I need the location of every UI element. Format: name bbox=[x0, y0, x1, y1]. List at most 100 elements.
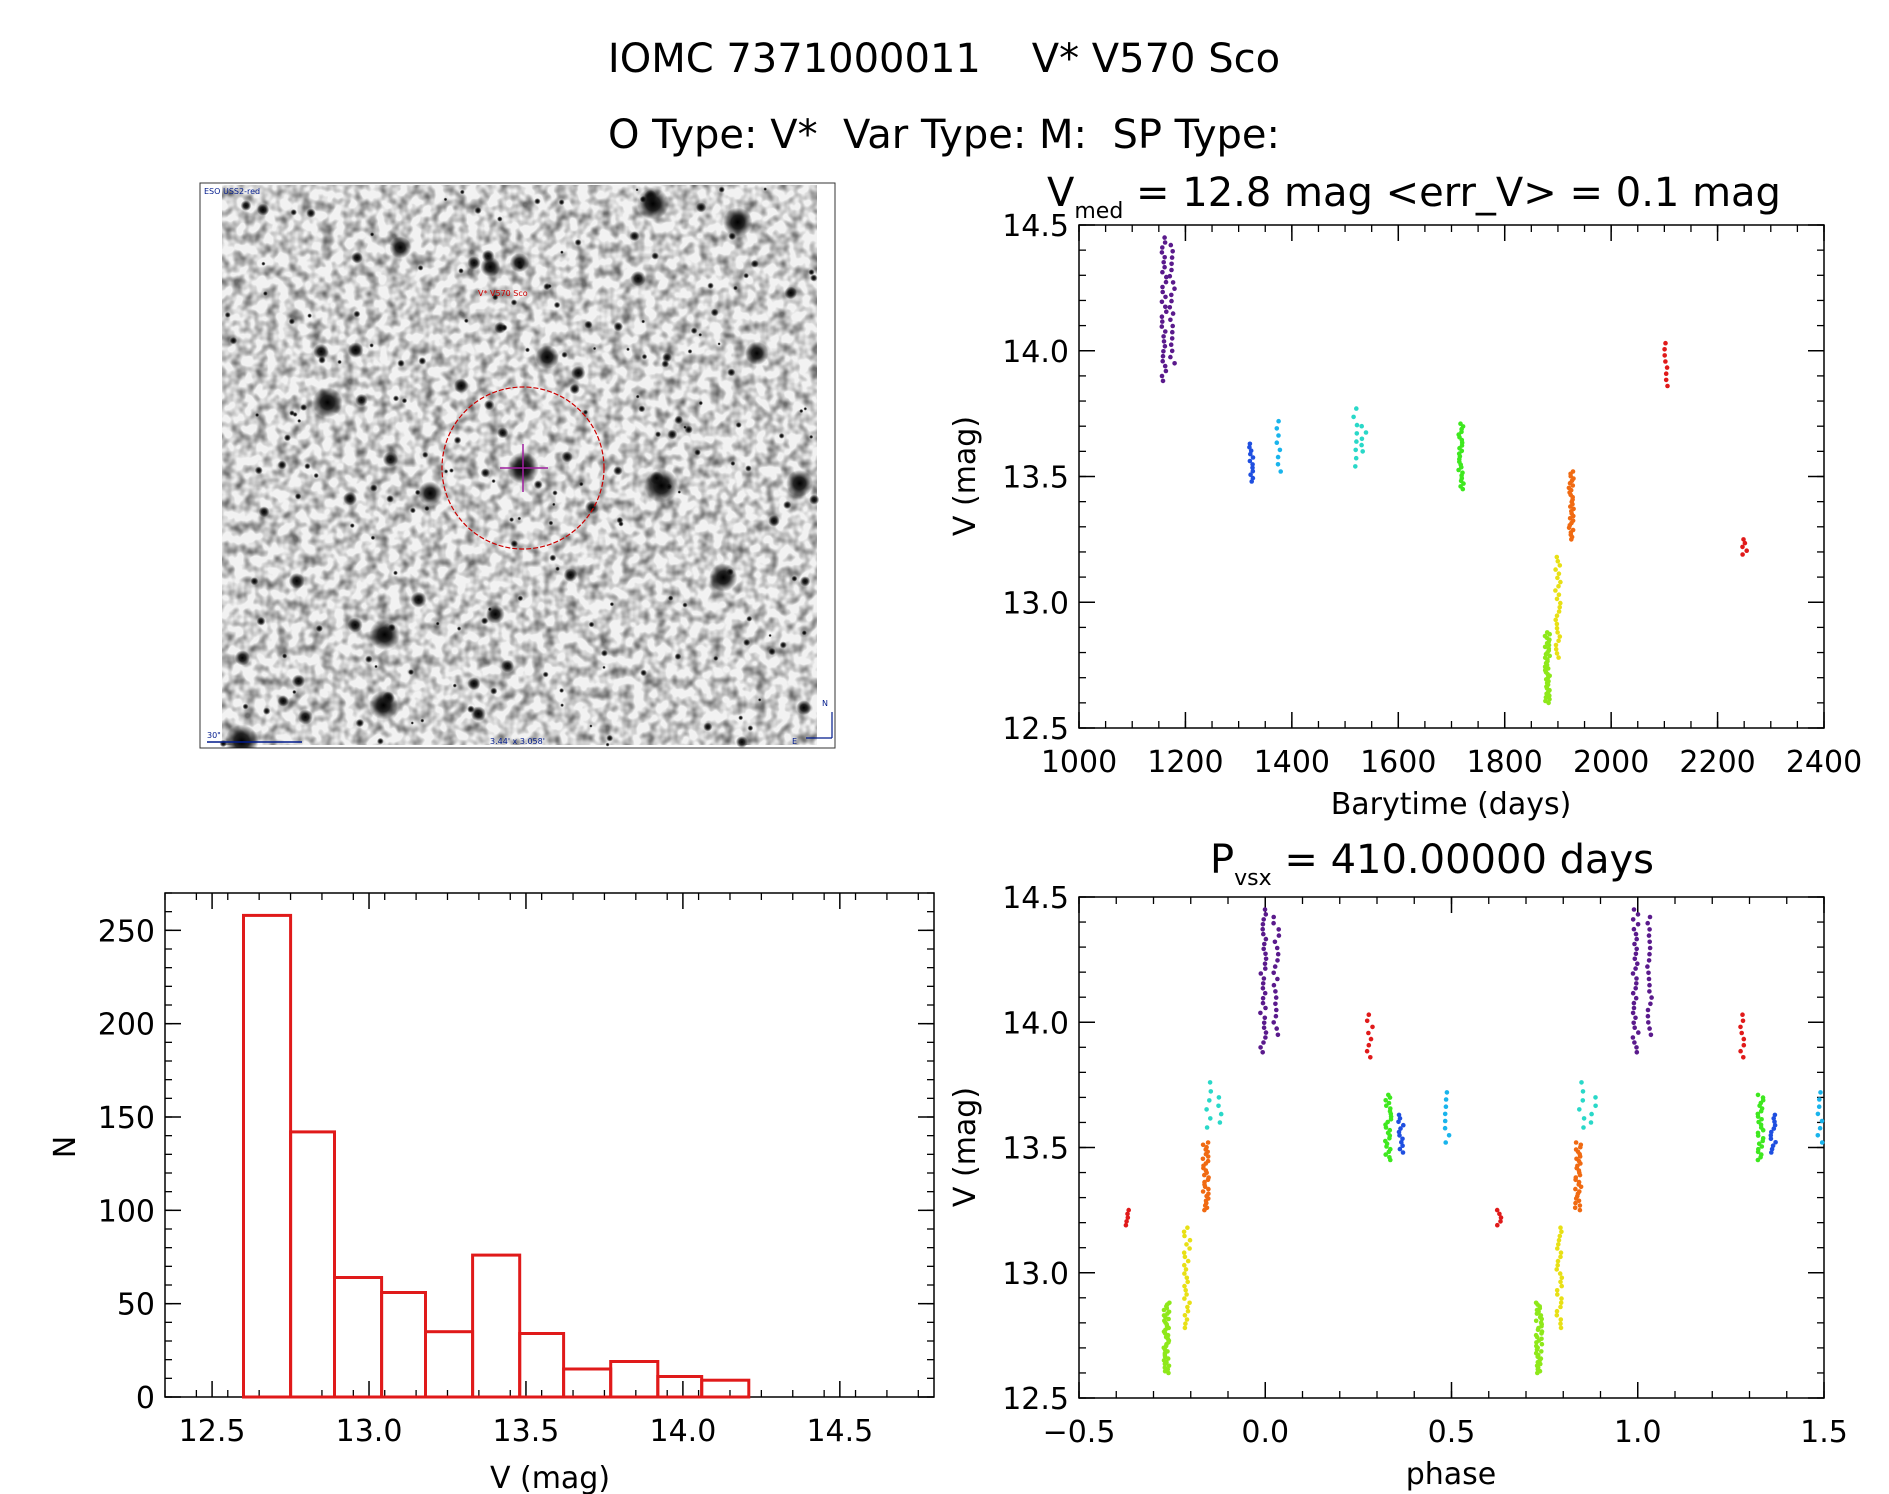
phased-curve-point bbox=[1554, 1288, 1560, 1293]
histogram-ylabel: N bbox=[48, 1136, 83, 1158]
sky-star bbox=[791, 575, 798, 582]
sky-star bbox=[365, 655, 373, 663]
light-curve-point bbox=[1159, 299, 1165, 305]
sky-star bbox=[717, 342, 721, 346]
phased-curve-point bbox=[1589, 1111, 1594, 1117]
sky-star bbox=[349, 523, 355, 529]
phased-curve-point bbox=[1399, 1140, 1404, 1145]
light-curve-y-tick-label: 12.5 bbox=[1002, 712, 1069, 747]
light-curve-point bbox=[1359, 442, 1364, 448]
phased-curve-point bbox=[1495, 1222, 1500, 1228]
light-curve-point bbox=[1160, 378, 1166, 384]
sky-star bbox=[743, 272, 749, 279]
phased-curve-panel: Pvsx = 410.00000 days −0.5 0.0 0.5 1.0 1.5 12… bbox=[948, 837, 1848, 1492]
light-curve-x-tick-label: 1800 bbox=[1467, 745, 1543, 780]
light-curve-point bbox=[1164, 309, 1169, 315]
phased-curve-y-tick-label: 13.5 bbox=[1002, 1132, 1069, 1167]
light-curve-point bbox=[1557, 605, 1562, 610]
phased-curve-point bbox=[1364, 1048, 1370, 1054]
phased-curve-point bbox=[1396, 1112, 1402, 1118]
phased-curve-point bbox=[1206, 1175, 1211, 1180]
sky-star bbox=[750, 259, 759, 268]
sky-star bbox=[784, 286, 797, 300]
light-curve-point bbox=[1543, 695, 1549, 700]
phased-curve-point bbox=[1559, 1283, 1564, 1289]
sky-star bbox=[492, 294, 499, 301]
phased-curve-point bbox=[1759, 1117, 1764, 1122]
sky-star bbox=[219, 739, 227, 748]
sky-star bbox=[552, 502, 556, 507]
phased-curve-point bbox=[1387, 1127, 1393, 1133]
phased-curve-point bbox=[1494, 1207, 1500, 1213]
sky-star bbox=[382, 451, 399, 467]
light-curve-point bbox=[1556, 571, 1562, 576]
phased-curve-point bbox=[1580, 1098, 1586, 1103]
light-curve-point bbox=[1542, 633, 1548, 639]
phased-curve-point bbox=[1184, 1317, 1190, 1322]
phased-curve-point bbox=[1573, 1140, 1579, 1145]
sky-star bbox=[534, 198, 541, 205]
light-curve-point bbox=[1740, 544, 1745, 550]
sky-star bbox=[707, 282, 714, 290]
phased-curve-point bbox=[1573, 1147, 1579, 1152]
sky-star bbox=[313, 472, 319, 479]
phased-curve-point bbox=[1386, 1100, 1392, 1106]
sky-star bbox=[779, 641, 787, 649]
phased-curve-point bbox=[1275, 1032, 1281, 1038]
histogram-y-tick-label: 50 bbox=[117, 1288, 155, 1323]
phased-curve-point bbox=[1756, 1146, 1761, 1152]
sky-star bbox=[318, 356, 326, 364]
light-curve-point bbox=[1162, 344, 1168, 349]
sky-star bbox=[733, 285, 738, 291]
sky-star bbox=[635, 394, 640, 399]
sky-image: ESO USS2-red V* V570 Sco 30" 3.44' x 3.0… bbox=[199, 182, 836, 749]
phased-curve-point bbox=[1498, 1215, 1504, 1220]
light-curve-point bbox=[1169, 255, 1175, 260]
sky-star bbox=[369, 691, 398, 720]
light-curve-point bbox=[1554, 651, 1560, 656]
sky-star bbox=[229, 337, 238, 345]
phased-curve-point bbox=[1630, 917, 1636, 922]
light-curve-point bbox=[1274, 440, 1280, 446]
sky-star bbox=[561, 351, 568, 358]
phased-curve-point bbox=[1648, 1032, 1654, 1038]
sky-star bbox=[677, 490, 681, 494]
phased-curve-point bbox=[1274, 1007, 1279, 1013]
light-curve-point bbox=[1546, 646, 1552, 651]
light-curve-point bbox=[1557, 634, 1563, 639]
sky-star bbox=[698, 332, 703, 337]
phased-curve-point bbox=[1578, 1142, 1584, 1148]
phased-curve-y-tick-label: 12.5 bbox=[1002, 1382, 1069, 1417]
phased-curve-point bbox=[1370, 1024, 1375, 1030]
light-curve-title-rest: = 12.8 mag <err_V> = 0.1 mag bbox=[1123, 170, 1781, 216]
sky-star bbox=[584, 320, 593, 329]
phased-curve-point bbox=[1558, 1300, 1564, 1306]
phased-curve-point bbox=[1275, 951, 1281, 957]
phased-curve-point bbox=[1442, 1125, 1448, 1131]
phased-curve-point bbox=[1555, 1292, 1560, 1297]
light-curve-x-tick-label: 1600 bbox=[1360, 745, 1436, 780]
sky-star bbox=[453, 378, 469, 394]
histogram-y-tick-label: 150 bbox=[98, 1101, 155, 1136]
sky-star bbox=[467, 677, 481, 691]
sky-star bbox=[730, 461, 736, 466]
phased-curve-point bbox=[1633, 931, 1639, 937]
sky-star bbox=[543, 283, 551, 291]
light-curve-point bbox=[1663, 377, 1669, 383]
light-curve-point bbox=[1554, 613, 1560, 618]
phased-curve-point bbox=[1207, 1098, 1212, 1103]
light-curve-point bbox=[1354, 422, 1360, 428]
phased-curve-point bbox=[1386, 1092, 1391, 1098]
light-curve-point bbox=[1275, 462, 1281, 467]
light-curve-point bbox=[1169, 298, 1174, 304]
phased-curve-point bbox=[1167, 1300, 1172, 1306]
phased-curve-point bbox=[1258, 1045, 1263, 1050]
phased-curve-point bbox=[1260, 1000, 1266, 1006]
phased-curve-point bbox=[1631, 926, 1637, 932]
phased-curve-point bbox=[1208, 1116, 1213, 1121]
histogram-bar bbox=[700, 1378, 751, 1399]
phased-curve-point bbox=[1558, 1254, 1563, 1260]
histogram-bar bbox=[289, 1130, 337, 1399]
light-curve-point bbox=[1278, 469, 1283, 474]
sky-star bbox=[747, 725, 754, 731]
